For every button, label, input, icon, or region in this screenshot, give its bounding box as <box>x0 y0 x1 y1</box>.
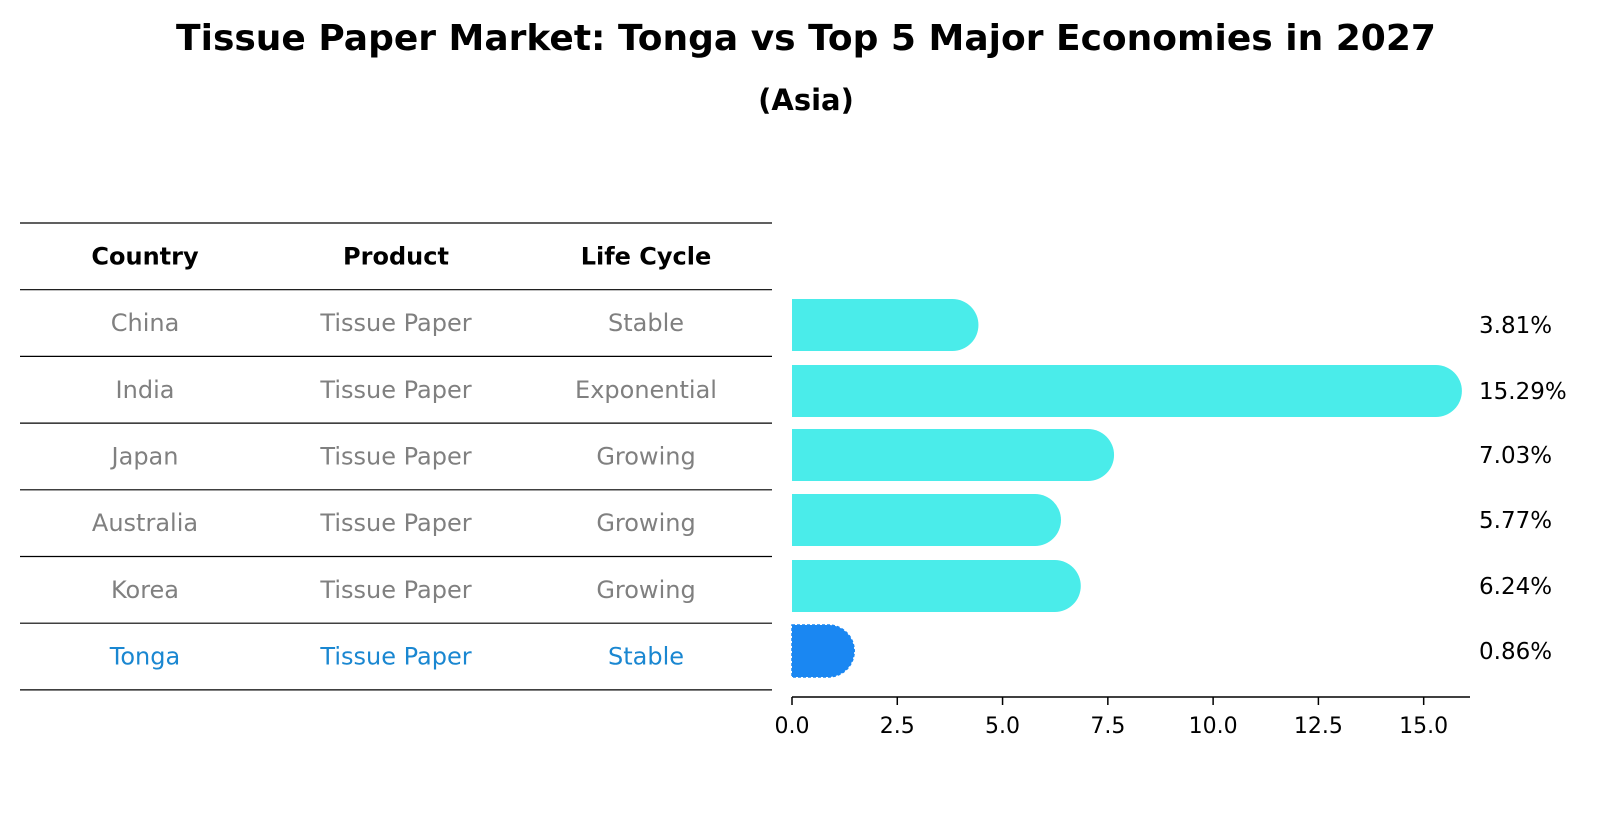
bar-series <box>791 299 1462 678</box>
bar-japan <box>792 429 1115 481</box>
value-label-tonga: 0.86% <box>1479 639 1552 665</box>
table-cell-product: Tissue Paper <box>319 442 471 470</box>
chart-title: Tissue Paper Market: Tonga vs Top 5 Majo… <box>176 18 1436 59</box>
x-tick-label: 12.5 <box>1294 714 1343 739</box>
x-tick-label: 10.0 <box>1189 714 1238 739</box>
table-cell-product: Tissue Paper <box>319 643 471 671</box>
table-cell-product: Tissue Paper <box>319 376 471 404</box>
table-cell-country: Tonga <box>109 643 180 671</box>
bar-tonga <box>791 624 855 678</box>
bar-korea <box>792 560 1081 612</box>
table-cell-product: Tissue Paper <box>319 509 471 537</box>
table-cell-life-cycle: Stable <box>608 309 684 337</box>
table-row: India Tissue Paper Exponential <box>116 376 717 404</box>
table-cell-life-cycle: Growing <box>596 442 695 470</box>
table-cell-life-cycle: Stable <box>608 643 684 671</box>
bar-australia <box>792 494 1061 546</box>
table-cell-life-cycle: Growing <box>596 576 695 604</box>
value-label-japan: 7.03% <box>1479 443 1552 469</box>
table-cell-product: Tissue Paper <box>319 309 471 337</box>
table-row: Korea Tissue Paper Growing <box>111 576 696 604</box>
value-labels: 3.81% 15.29% 7.03% 5.77% 6.24% 0.86% <box>1479 313 1567 665</box>
table-row: Australia Tissue Paper Growing <box>92 509 696 537</box>
x-tick-label: 7.5 <box>1090 714 1125 739</box>
table-cell-country: India <box>116 376 175 404</box>
table-cell-country: Japan <box>110 442 179 470</box>
table-cell-country: Australia <box>92 509 198 537</box>
life-cycle-header: Life Cycle <box>581 242 712 270</box>
data-table: Country Product Life Cycle China Tissue Pape… <box>20 222 772 691</box>
table-row: Japan Tissue Paper Growing <box>110 442 696 470</box>
x-axis: 0.0 2.5 5.0 7.5 10.0 12.5 15.0 <box>775 696 1470 739</box>
x-tick-label: 5.0 <box>985 714 1020 739</box>
chart-subtitle: (Asia) <box>758 83 854 117</box>
value-label-australia: 5.77% <box>1479 508 1552 534</box>
table-cell-product: Tissue Paper <box>319 576 471 604</box>
table-row: China Tissue Paper Stable <box>111 309 684 337</box>
country-header: Country <box>91 242 199 270</box>
value-label-china: 3.81% <box>1479 313 1552 339</box>
x-tick-label: 2.5 <box>880 714 915 739</box>
bar-india <box>792 365 1462 417</box>
table-cell-country: Korea <box>111 576 179 604</box>
table-row: Tonga Tissue Paper Stable <box>109 643 684 671</box>
table-cell-life-cycle: Growing <box>596 509 695 537</box>
value-label-india: 15.29% <box>1479 379 1567 405</box>
table-cell-country: China <box>111 309 180 337</box>
table-cell-life-cycle: Exponential <box>575 376 717 404</box>
x-tick-label: 15.0 <box>1399 714 1448 739</box>
x-tick-label: 0.0 <box>775 714 810 739</box>
value-label-korea: 6.24% <box>1479 574 1552 600</box>
product-header: Product <box>343 242 449 270</box>
bar-china <box>792 299 979 351</box>
